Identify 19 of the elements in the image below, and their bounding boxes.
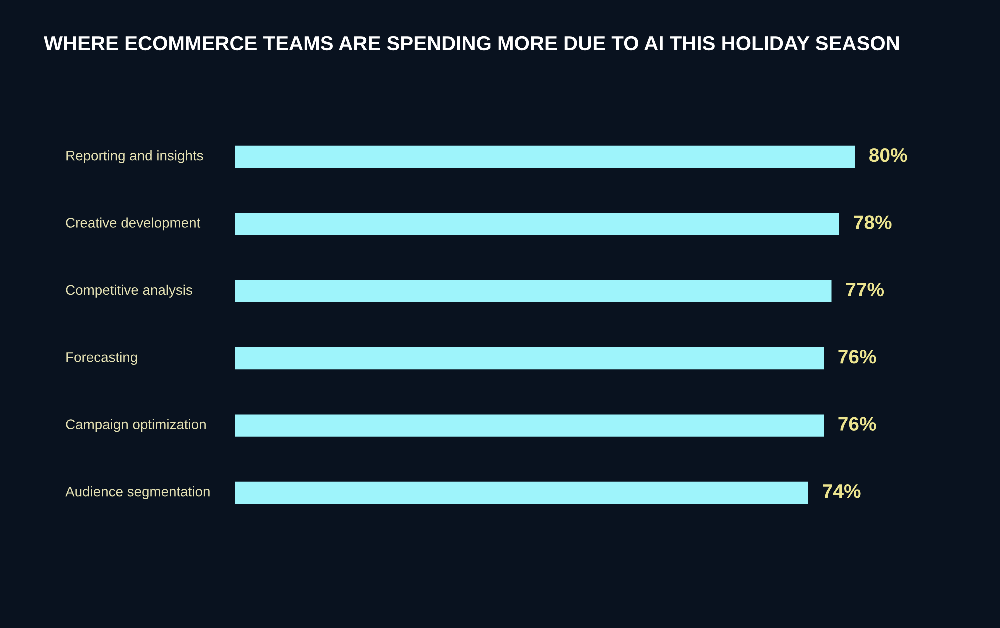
data-label: 80% <box>870 148 908 162</box>
data-label: 76% <box>838 350 876 364</box>
bar <box>235 280 832 302</box>
y-tick-label: Forecasting <box>66 352 138 366</box>
y-tick-label: Reporting and insights <box>66 150 204 164</box>
data-label: 77% <box>846 282 884 297</box>
y-tick-label: Campaign optimization <box>66 419 206 432</box>
data-label: 74% <box>823 484 861 498</box>
data-label: 76% <box>838 417 876 432</box>
y-tick-label: Audience segmentation <box>66 486 210 500</box>
y-tick-label: Competitive analysis <box>66 284 192 298</box>
bar <box>235 482 808 504</box>
bar <box>235 213 840 236</box>
bar <box>235 348 824 370</box>
bar <box>235 414 824 437</box>
chart-title: WHERE ECOMMERCE TEAMS ARE SPENDING MORE DUE TO AI THIS HOLIDAY SEASON <box>44 36 900 51</box>
y-tick-label: Creative development <box>66 218 201 231</box>
bar <box>235 146 855 168</box>
data-label: 78% <box>854 216 892 230</box>
